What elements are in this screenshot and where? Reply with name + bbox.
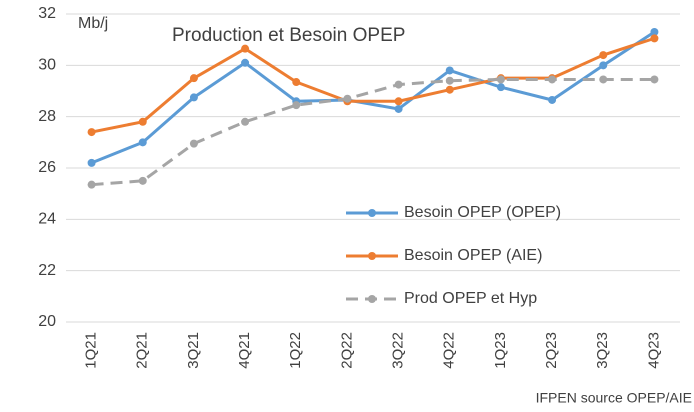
legend-label: Besoin OPEP (AIE) (404, 247, 542, 264)
point (343, 94, 352, 103)
x-tick-label: 1Q21 (83, 332, 100, 369)
y-tick-label: 26 (38, 159, 56, 176)
y-tick-label: 28 (38, 108, 56, 125)
point (599, 61, 608, 70)
y-tick-label: 22 (38, 262, 56, 279)
x-tick-label: 3Q22 (390, 332, 407, 369)
x-tick-label: 4Q21 (236, 332, 253, 369)
point (496, 83, 505, 92)
legend-marker (368, 295, 376, 303)
point (87, 158, 96, 167)
series-line (91, 30, 656, 165)
point (241, 58, 250, 67)
legend-marker (368, 252, 376, 260)
series-line (91, 36, 655, 134)
x-tick-label: 3Q21 (185, 332, 202, 369)
point (394, 104, 403, 113)
x-tick-label: 4Q23 (645, 332, 662, 369)
x-tick-label: 3Q23 (594, 332, 611, 369)
y-tick-label: 20 (38, 313, 56, 330)
y-axis-label: Mb/j (78, 15, 108, 32)
x-tick-label: 2Q22 (338, 332, 355, 369)
point (292, 78, 301, 87)
point (241, 44, 250, 53)
x-tick-label: 2Q23 (543, 332, 560, 369)
source-note: IFPEN source OPEP/AIE (536, 390, 692, 406)
point (496, 75, 505, 84)
point (650, 75, 659, 84)
point (548, 75, 557, 84)
point (599, 51, 608, 60)
x-tick-label: 4Q22 (441, 332, 458, 369)
point (599, 75, 608, 84)
point (445, 76, 454, 85)
point (138, 117, 147, 126)
point (445, 66, 454, 75)
point (394, 80, 403, 89)
point (138, 176, 147, 185)
x-tick-label: 1Q22 (287, 332, 304, 369)
point (292, 101, 301, 110)
y-tick-label: 32 (38, 5, 56, 22)
series-line (91, 77, 655, 187)
legend-marker (368, 209, 376, 217)
point (138, 138, 147, 147)
chart-title: Production et Besoin OPEP (172, 25, 405, 46)
x-tick-label: 2Q21 (134, 332, 151, 369)
point (87, 180, 96, 189)
point (189, 139, 198, 148)
point (548, 95, 557, 104)
legend-label: Prod OPEP et Hyp (404, 290, 537, 307)
point (650, 27, 659, 36)
point (241, 117, 250, 126)
x-tick-label: 1Q23 (492, 332, 509, 369)
point (394, 97, 403, 106)
y-tick-label: 24 (38, 211, 56, 228)
point (87, 128, 96, 137)
point (189, 93, 198, 102)
legend-label: Besoin OPEP (OPEP) (404, 204, 561, 221)
point (189, 74, 198, 83)
y-tick-label: 30 (38, 57, 56, 74)
point (445, 85, 454, 94)
point (650, 34, 659, 43)
